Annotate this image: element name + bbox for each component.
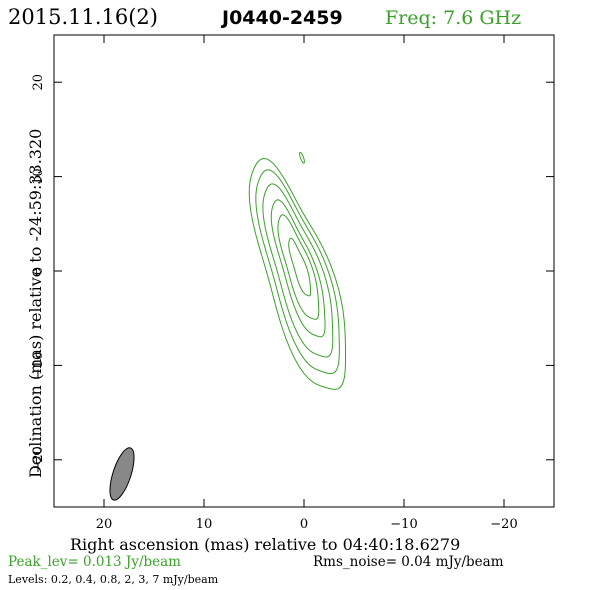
- x-axis-label: Right ascension (mas) relative to 04:40:…: [70, 535, 460, 554]
- x-tick-label: 10: [196, 517, 213, 532]
- x-tick-label: −10: [390, 517, 417, 532]
- contour-level-0p4: [255, 169, 340, 375]
- x-tick-label: 20: [96, 517, 113, 532]
- header-freq: Freq: 7.6 GHz: [385, 7, 521, 29]
- y-tick-label: −20: [31, 446, 46, 473]
- axis-tick-labels: 20 10 0 −10 −20 −20 −10 0 10 20: [31, 74, 518, 532]
- y-tick-label: −10: [31, 352, 46, 379]
- rms-noise: Rms_noise= 0.04 mJy/beam: [313, 554, 504, 570]
- contour-component: [299, 151, 305, 164]
- contour-levels: Levels: 0.2, 0.4, 0.8, 2, 3, 7 mJy/beam: [8, 573, 219, 586]
- x-tick-label: −20: [490, 517, 517, 532]
- y-axis-label: Declination (mas) relative to -24:59:33.…: [26, 129, 45, 478]
- contour-group: [248, 151, 347, 390]
- header-source: J0440-2459: [220, 7, 343, 29]
- axis-ticks: [54, 35, 554, 507]
- contour-level-2: [270, 199, 326, 338]
- beam-ellipse: [109, 447, 135, 501]
- header-date: 2015.11.16(2): [8, 5, 158, 29]
- peak-level: Peak_lev= 0.013 Jy/beam: [8, 554, 181, 570]
- contour-level-3: [277, 214, 320, 320]
- plot-frame: [53, 34, 555, 508]
- contour-level-0p2: [248, 157, 347, 390]
- x-tick-label: 0: [300, 517, 308, 532]
- contour-level-7: [288, 237, 312, 297]
- contour-level-0p8: [262, 183, 334, 358]
- beam-ellipse-group: [109, 447, 135, 501]
- y-tick-label: 10: [31, 168, 46, 185]
- y-tick-label: 20: [31, 74, 46, 91]
- y-tick-label: 0: [31, 267, 46, 275]
